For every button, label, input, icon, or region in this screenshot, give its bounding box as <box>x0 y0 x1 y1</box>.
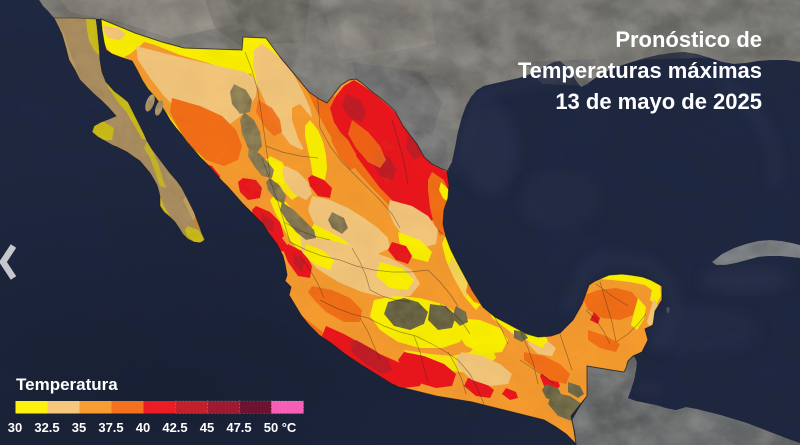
svg-text:13 de mayo de 2025: 13 de mayo de 2025 <box>555 89 762 114</box>
svg-text:50: 50 <box>264 420 278 435</box>
svg-text:30: 30 <box>8 420 22 435</box>
svg-text:45: 45 <box>200 420 214 435</box>
svg-text:32.5: 32.5 <box>34 420 59 435</box>
svg-text:Temperaturas máximas: Temperaturas máximas <box>518 58 762 83</box>
svg-text:47.5: 47.5 <box>226 420 251 435</box>
svg-text:Temperatura: Temperatura <box>16 375 118 394</box>
svg-text:37.5: 37.5 <box>98 420 123 435</box>
svg-text:35: 35 <box>72 420 86 435</box>
svg-text:Pronóstico de: Pronóstico de <box>615 27 762 52</box>
svg-text:°C: °C <box>282 420 297 435</box>
svg-text:42.5: 42.5 <box>162 420 187 435</box>
svg-text:40: 40 <box>136 420 150 435</box>
